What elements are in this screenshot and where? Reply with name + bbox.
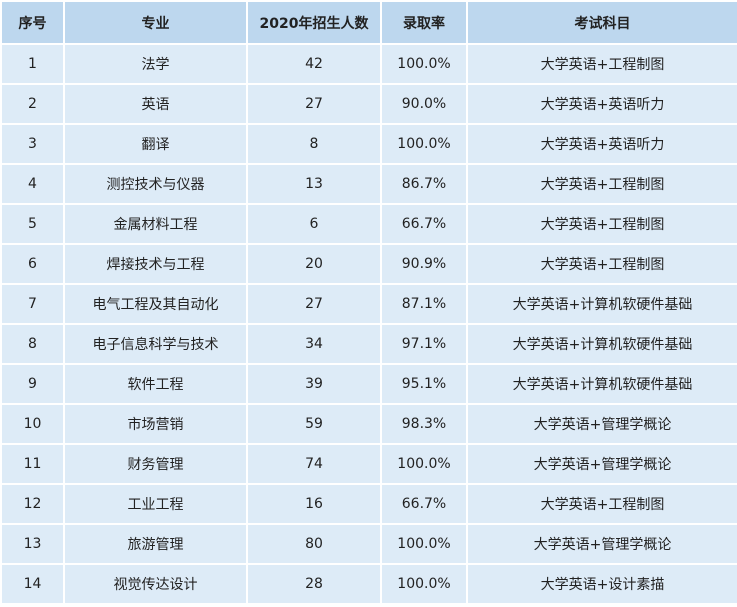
header-cell: 录取率: [380, 0, 468, 45]
header-row: 序号 专业 2020年招生人数 录取率 考试科目: [0, 0, 737, 45]
table-cell: 16: [246, 483, 382, 525]
table-cell: 13: [0, 523, 65, 565]
table-cell: 66.7%: [380, 483, 468, 525]
table-cell: 软件工程: [63, 363, 248, 405]
table-cell: 电气工程及其自动化: [63, 283, 248, 325]
table-row: 1 法学 42 100.0% 大学英语+工程制图: [0, 43, 737, 85]
table-row: 8 电子信息科学与技术 34 97.1% 大学英语+计算机软硬件基础: [0, 323, 737, 365]
table-cell: 28: [246, 563, 382, 605]
table-cell: 95.1%: [380, 363, 468, 405]
table-cell: 英语: [63, 83, 248, 125]
table-row: 12 工业工程 16 66.7% 大学英语+工程制图: [0, 483, 737, 525]
table-cell: 6: [246, 203, 382, 245]
table-cell: 90.9%: [380, 243, 468, 285]
table-cell: 大学英语+英语听力: [466, 123, 737, 165]
table-cell: 2: [0, 83, 65, 125]
table-cell: 大学英语+工程制图: [466, 203, 737, 245]
table-cell: 42: [246, 43, 382, 85]
table-cell: 3: [0, 123, 65, 165]
table-cell: 5: [0, 203, 65, 245]
table-cell: 大学英语+计算机软硬件基础: [466, 363, 737, 405]
table-row: 2 英语 27 90.0% 大学英语+英语听力: [0, 83, 737, 125]
table-cell: 100.0%: [380, 563, 468, 605]
table-row: 14 视觉传达设计 28 100.0% 大学英语+设计素描: [0, 563, 737, 605]
table-row: 9 软件工程 39 95.1% 大学英语+计算机软硬件基础: [0, 363, 737, 405]
table-cell: 大学英语+工程制图: [466, 243, 737, 285]
table-cell: 39: [246, 363, 382, 405]
table-cell: 翻译: [63, 123, 248, 165]
table-cell: 100.0%: [380, 123, 468, 165]
table-row: 13 旅游管理 80 100.0% 大学英语+管理学概论: [0, 523, 737, 565]
table-cell: 大学英语+管理学概论: [466, 403, 737, 445]
table-cell: 电子信息科学与技术: [63, 323, 248, 365]
header-cell: 考试科目: [466, 0, 737, 45]
table-cell: 大学英语+设计素描: [466, 563, 737, 605]
table-cell: 大学英语+工程制图: [466, 483, 737, 525]
table-cell: 大学英语+管理学概论: [466, 443, 737, 485]
table-cell: 11: [0, 443, 65, 485]
table-cell: 100.0%: [380, 443, 468, 485]
table-cell: 大学英语+工程制图: [466, 163, 737, 205]
table-cell: 工业工程: [63, 483, 248, 525]
table-cell: 66.7%: [380, 203, 468, 245]
table-cell: 焊接技术与工程: [63, 243, 248, 285]
table-body: 1 法学 42 100.0% 大学英语+工程制图 2 英语 27 90.0% 大学英语+英语听力 3…: [0, 43, 737, 605]
table-cell: 98.3%: [380, 403, 468, 445]
table-cell: 100.0%: [380, 523, 468, 565]
table-cell: 27: [246, 283, 382, 325]
table-cell: 80: [246, 523, 382, 565]
table-cell: 10: [0, 403, 65, 445]
table-cell: 1: [0, 43, 65, 85]
table-cell: 100.0%: [380, 43, 468, 85]
table-cell: 大学英语+计算机软硬件基础: [466, 323, 737, 365]
table-cell: 87.1%: [380, 283, 468, 325]
table-cell: 大学英语+英语听力: [466, 83, 737, 125]
table-row: 3 翻译 8 100.0% 大学英语+英语听力: [0, 123, 737, 165]
table-cell: 视觉传达设计: [63, 563, 248, 605]
table-cell: 90.0%: [380, 83, 468, 125]
table-cell: 测控技术与仪器: [63, 163, 248, 205]
table-cell: 法学: [63, 43, 248, 85]
table-cell: 27: [246, 83, 382, 125]
table-cell: 财务管理: [63, 443, 248, 485]
table-cell: 8: [246, 123, 382, 165]
header-cell: 2020年招生人数: [246, 0, 382, 45]
table-cell: 大学英语+管理学概论: [466, 523, 737, 565]
table-cell: 12: [0, 483, 65, 525]
table-row: 11 财务管理 74 100.0% 大学英语+管理学概论: [0, 443, 737, 485]
table-cell: 大学英语+计算机软硬件基础: [466, 283, 737, 325]
table-cell: 7: [0, 283, 65, 325]
table-row: 5 金属材料工程 6 66.7% 大学英语+工程制图: [0, 203, 737, 245]
table-cell: 4: [0, 163, 65, 205]
table-cell: 74: [246, 443, 382, 485]
table-cell: 大学英语+工程制图: [466, 43, 737, 85]
table-cell: 9: [0, 363, 65, 405]
table-row: 6 焊接技术与工程 20 90.9% 大学英语+工程制图: [0, 243, 737, 285]
table-row: 4 测控技术与仪器 13 86.7% 大学英语+工程制图: [0, 163, 737, 205]
table-row: 7 电气工程及其自动化 27 87.1% 大学英语+计算机软硬件基础: [0, 283, 737, 325]
table-cell: 20: [246, 243, 382, 285]
table-cell: 86.7%: [380, 163, 468, 205]
header-cell: 专业: [63, 0, 248, 45]
table-cell: 13: [246, 163, 382, 205]
table-cell: 97.1%: [380, 323, 468, 365]
table-cell: 旅游管理: [63, 523, 248, 565]
table-cell: 14: [0, 563, 65, 605]
table-cell: 市场营销: [63, 403, 248, 445]
table-row: 10 市场营销 59 98.3% 大学英语+管理学概论: [0, 403, 737, 445]
table-cell: 34: [246, 323, 382, 365]
table-cell: 8: [0, 323, 65, 365]
table-cell: 金属材料工程: [63, 203, 248, 245]
header-cell: 序号: [0, 0, 65, 45]
table-cell: 59: [246, 403, 382, 445]
table-cell: 6: [0, 243, 65, 285]
